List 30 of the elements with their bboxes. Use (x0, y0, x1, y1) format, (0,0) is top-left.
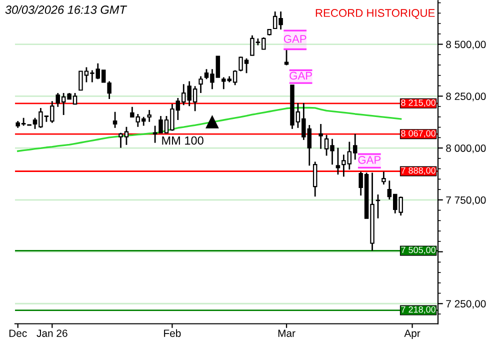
y-tick-label: 7 750,00 (446, 196, 486, 205)
annotation: 30/03/2026 16:13 GMT (5, 5, 128, 14)
candlestick (312, 161, 318, 198)
y-tick-label: 8 500,00 (446, 40, 486, 50)
x-tick-label: Feb (164, 329, 181, 337)
band-label: GAP (358, 156, 381, 164)
candlestick (382, 170, 386, 186)
candlestick (198, 76, 203, 94)
band-label: GAP (290, 72, 312, 80)
candlestick (112, 111, 118, 129)
candlestick (376, 194, 380, 220)
ref-line-label: 8 067,00 (401, 130, 436, 138)
y-tick-label: 8 000,00 (446, 144, 486, 154)
y-tick-label: 7 250,00 (446, 300, 486, 309)
y-tick-label: 8 250,00 (446, 92, 486, 102)
ref-line-label: 8 215,00 (401, 99, 436, 107)
x-tick-label: Apr (404, 330, 420, 340)
line-series (17, 106, 402, 152)
ref-line-label: 7 218,00 (401, 306, 436, 314)
candlestick (336, 147, 340, 176)
ref-line-label: 7 888,00 (401, 167, 436, 175)
annotation: RECORD HISTORIQUE (316, 9, 435, 19)
band-label: GAP (284, 35, 306, 43)
candlestick (318, 123, 323, 150)
series-label: MM 100 (162, 136, 204, 145)
x-tick-label: Mar (278, 330, 296, 337)
x-tick-label: Jan 26 (36, 330, 68, 337)
ref-line-label: 7 505,00 (401, 246, 436, 254)
x-tick-label: Dec (9, 330, 27, 337)
candlestick (147, 109, 152, 123)
